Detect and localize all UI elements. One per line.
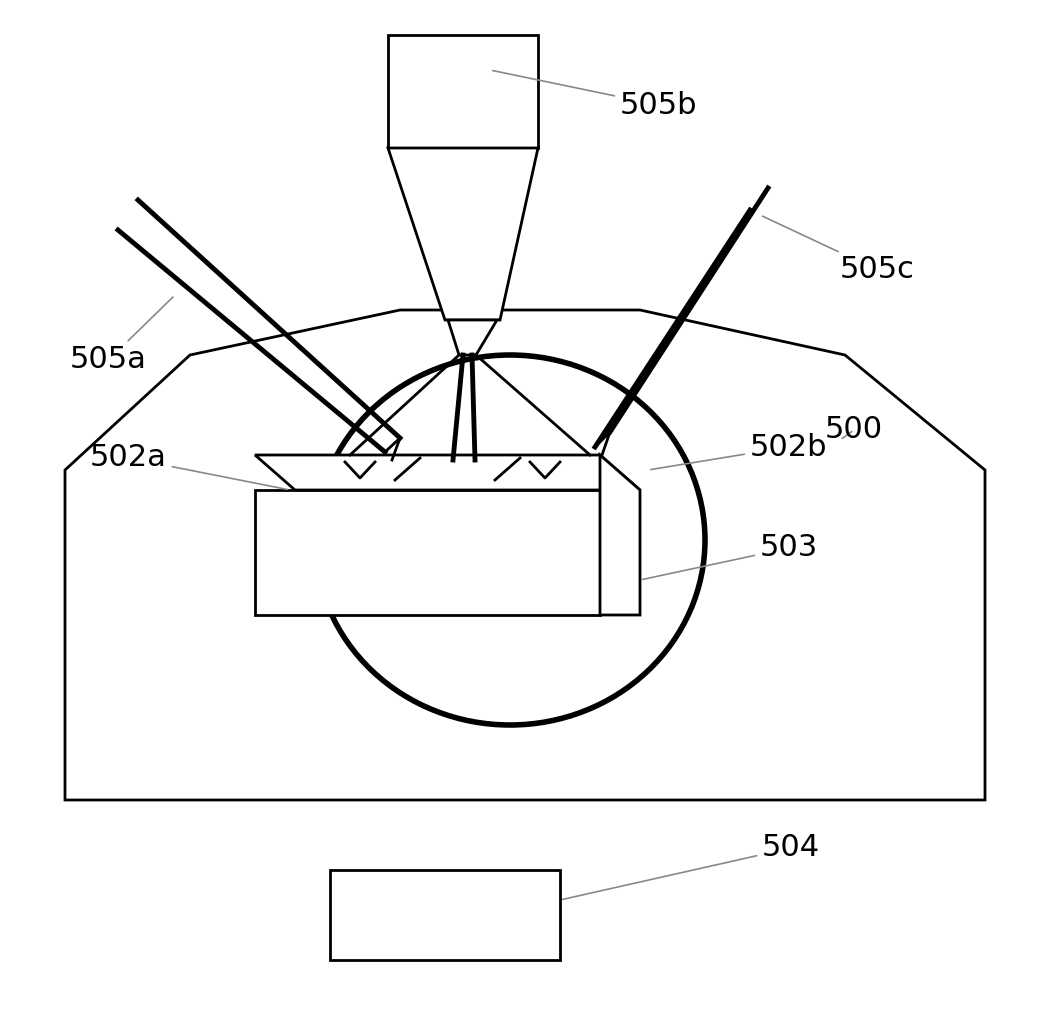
Polygon shape: [330, 870, 560, 960]
Text: 502a: 502a: [90, 444, 288, 490]
Text: 505b: 505b: [492, 70, 697, 120]
Polygon shape: [600, 455, 640, 615]
Text: 505c: 505c: [762, 216, 915, 284]
Text: 503: 503: [643, 533, 818, 579]
Polygon shape: [388, 35, 538, 148]
Text: 500: 500: [825, 416, 883, 445]
Text: 502b: 502b: [651, 433, 827, 469]
Polygon shape: [255, 455, 640, 490]
Polygon shape: [448, 320, 497, 355]
Polygon shape: [388, 148, 538, 320]
Polygon shape: [255, 490, 600, 615]
Text: 505a: 505a: [70, 297, 173, 375]
Text: 504: 504: [563, 833, 820, 899]
